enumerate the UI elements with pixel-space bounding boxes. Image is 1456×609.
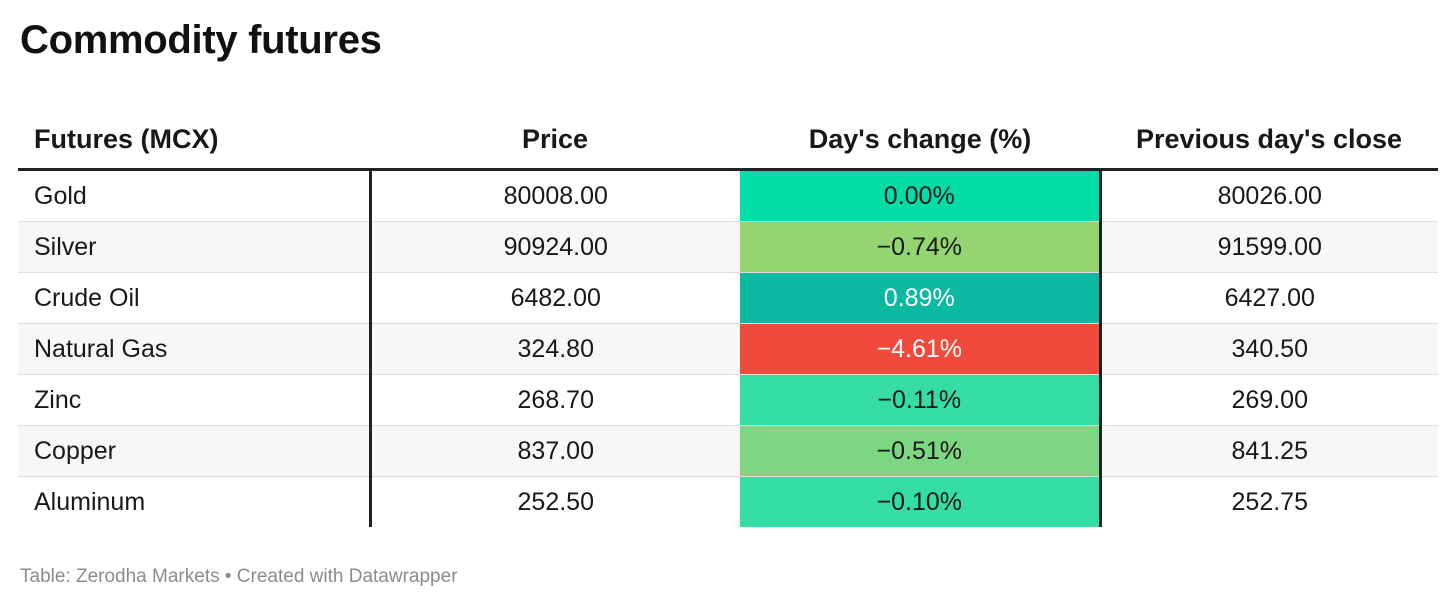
futures-name-cell: Aluminum [18,476,372,527]
table-row: Natural Gas 324.80 −4.61% 340.50 [18,323,1438,375]
futures-name-cell: Copper [18,425,372,477]
days-change-cell: −0.11% [740,374,1102,426]
column-header-futures[interactable]: Futures (MCX) [18,110,370,171]
previous-close-cell: 6427.00 [1100,272,1438,324]
previous-close-cell: 80026.00 [1100,169,1438,222]
futures-name-cell: Crude Oil [18,272,372,324]
price-cell: 80008.00 [370,169,740,222]
days-change-cell: 0.00% [740,169,1102,222]
table-row: Crude Oil 6482.00 0.89% 6427.00 [18,272,1438,324]
table-row: Copper 837.00 −0.51% 841.25 [18,425,1438,477]
source-note: Table: Zerodha Markets • Created with Da… [20,566,458,587]
previous-close-cell: 91599.00 [1100,221,1438,273]
previous-close-cell: 269.00 [1100,374,1438,426]
futures-name-cell: Gold [18,169,372,222]
previous-close-cell: 252.75 [1231,487,1308,516]
price-cell: 252.50 [517,487,594,516]
table-row: Zinc 268.70 −0.11% 269.00 [18,374,1438,426]
column-header-previous-close[interactable]: Previous day's close [1100,110,1438,171]
futures-name-cell: Zinc [18,374,372,426]
price-cell: 268.70 [370,374,740,426]
table-row: Gold 80008.00 0.00% 80026.00 [18,169,1438,222]
header-row: Futures (MCX) Price Day's change (%) Pre… [18,110,1438,171]
price-cell: 324.80 [370,323,740,375]
futures-name-cell: Natural Gas [18,323,372,375]
previous-close-cell: 340.50 [1100,323,1438,375]
previous-close-cell: 841.25 [1100,425,1438,477]
table-row: Silver 90924.00 −0.74% 91599.00 [18,221,1438,273]
days-change-cell: −0.74% [740,221,1102,273]
table-row: Aluminum 252.50 −0.10% 252.75 [18,476,1438,527]
price-cell: 837.00 [370,425,740,477]
days-change-cell: −0.10% [740,476,1102,527]
futures-name-cell: Silver [18,221,372,273]
price-cell: 6482.00 [370,272,740,324]
days-change-cell: −4.61% [740,323,1102,375]
column-header-days-change[interactable]: Day's change (%) [740,110,1100,171]
commodity-futures-table: Futures (MCX) Price Day's change (%) Pre… [18,110,1438,527]
days-change-cell: −0.51% [740,425,1102,477]
column-header-price[interactable]: Price [370,110,740,171]
price-cell: 90924.00 [370,221,740,273]
page-title: Commodity futures [20,18,382,62]
days-change-cell: 0.89% [740,272,1102,324]
